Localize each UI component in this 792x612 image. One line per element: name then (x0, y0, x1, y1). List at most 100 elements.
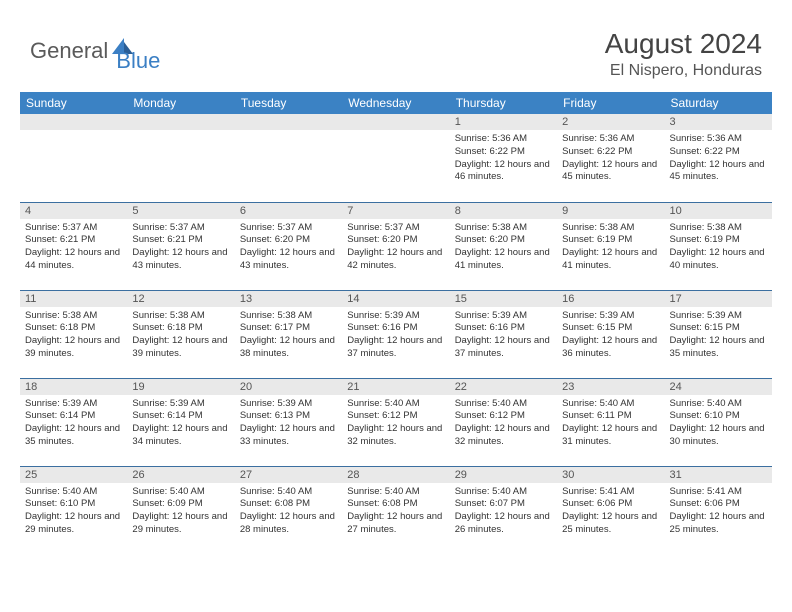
sunset-text: Sunset: 6:20 PM (240, 234, 337, 247)
sunrise-text: Sunrise: 5:40 AM (347, 486, 444, 499)
sunset-text: Sunset: 6:19 PM (670, 234, 767, 247)
sunset-text: Sunset: 6:13 PM (240, 410, 337, 423)
day-cell: 28Sunrise: 5:40 AMSunset: 6:08 PMDayligh… (342, 466, 449, 554)
sunrise-text: Sunrise: 5:39 AM (562, 310, 659, 323)
day-body: Sunrise: 5:40 AMSunset: 6:12 PMDaylight:… (342, 395, 449, 453)
day-cell: 27Sunrise: 5:40 AMSunset: 6:08 PMDayligh… (235, 466, 342, 554)
daylight-text: Daylight: 12 hours and 33 minutes. (240, 423, 337, 449)
sunset-text: Sunset: 6:06 PM (670, 498, 767, 511)
week-row: 1Sunrise: 5:36 AMSunset: 6:22 PMDaylight… (20, 114, 772, 202)
day-number: 5 (127, 203, 234, 219)
daylight-text: Daylight: 12 hours and 43 minutes. (240, 247, 337, 273)
brand-logo: General Blue (30, 28, 160, 74)
day-cell: 29Sunrise: 5:40 AMSunset: 6:07 PMDayligh… (450, 466, 557, 554)
day-cell: 10Sunrise: 5:38 AMSunset: 6:19 PMDayligh… (665, 202, 772, 290)
day-cell: 18Sunrise: 5:39 AMSunset: 6:14 PMDayligh… (20, 378, 127, 466)
daylight-text: Daylight: 12 hours and 35 minutes. (25, 423, 122, 449)
day-cell: 5Sunrise: 5:37 AMSunset: 6:21 PMDaylight… (127, 202, 234, 290)
weekday-header: Friday (557, 92, 664, 114)
day-body: Sunrise: 5:40 AMSunset: 6:11 PMDaylight:… (557, 395, 664, 453)
sunset-text: Sunset: 6:21 PM (25, 234, 122, 247)
daylight-text: Daylight: 12 hours and 46 minutes. (455, 159, 552, 185)
sunrise-text: Sunrise: 5:38 AM (455, 222, 552, 235)
day-number: 3 (665, 114, 772, 130)
day-body: Sunrise: 5:38 AMSunset: 6:19 PMDaylight:… (665, 219, 772, 277)
day-body: Sunrise: 5:38 AMSunset: 6:19 PMDaylight:… (557, 219, 664, 277)
day-number: 25 (20, 467, 127, 483)
sunset-text: Sunset: 6:14 PM (25, 410, 122, 423)
daylight-text: Daylight: 12 hours and 26 minutes. (455, 511, 552, 537)
sunrise-text: Sunrise: 5:39 AM (240, 398, 337, 411)
sunrise-text: Sunrise: 5:36 AM (670, 133, 767, 146)
sunset-text: Sunset: 6:10 PM (670, 410, 767, 423)
title-block: August 2024 El Nispero, Honduras (605, 28, 762, 80)
sunset-text: Sunset: 6:18 PM (25, 322, 122, 335)
day-cell: 2Sunrise: 5:36 AMSunset: 6:22 PMDaylight… (557, 114, 664, 202)
sunset-text: Sunset: 6:12 PM (347, 410, 444, 423)
sunrise-text: Sunrise: 5:36 AM (562, 133, 659, 146)
day-cell (342, 114, 449, 202)
day-cell: 17Sunrise: 5:39 AMSunset: 6:15 PMDayligh… (665, 290, 772, 378)
daylight-text: Daylight: 12 hours and 43 minutes. (132, 247, 229, 273)
sunset-text: Sunset: 6:22 PM (670, 146, 767, 159)
sunrise-text: Sunrise: 5:39 AM (670, 310, 767, 323)
day-number: 29 (450, 467, 557, 483)
sunset-text: Sunset: 6:08 PM (240, 498, 337, 511)
day-cell: 31Sunrise: 5:41 AMSunset: 6:06 PMDayligh… (665, 466, 772, 554)
day-number: 11 (20, 291, 127, 307)
daylight-text: Daylight: 12 hours and 29 minutes. (25, 511, 122, 537)
day-cell: 11Sunrise: 5:38 AMSunset: 6:18 PMDayligh… (20, 290, 127, 378)
sunrise-text: Sunrise: 5:40 AM (25, 486, 122, 499)
day-body: Sunrise: 5:37 AMSunset: 6:21 PMDaylight:… (127, 219, 234, 277)
day-cell: 15Sunrise: 5:39 AMSunset: 6:16 PMDayligh… (450, 290, 557, 378)
day-body: Sunrise: 5:37 AMSunset: 6:20 PMDaylight:… (342, 219, 449, 277)
daylight-text: Daylight: 12 hours and 28 minutes. (240, 511, 337, 537)
daylight-text: Daylight: 12 hours and 30 minutes. (670, 423, 767, 449)
day-body: Sunrise: 5:39 AMSunset: 6:15 PMDaylight:… (665, 307, 772, 365)
weekday-header-row: Sunday Monday Tuesday Wednesday Thursday… (20, 92, 772, 114)
sunrise-text: Sunrise: 5:40 AM (455, 398, 552, 411)
daylight-text: Daylight: 12 hours and 38 minutes. (240, 335, 337, 361)
day-number: 19 (127, 379, 234, 395)
day-cell: 25Sunrise: 5:40 AMSunset: 6:10 PMDayligh… (20, 466, 127, 554)
sunrise-text: Sunrise: 5:37 AM (25, 222, 122, 235)
sunrise-text: Sunrise: 5:40 AM (132, 486, 229, 499)
weekday-header: Thursday (450, 92, 557, 114)
day-number: 13 (235, 291, 342, 307)
day-body: Sunrise: 5:38 AMSunset: 6:17 PMDaylight:… (235, 307, 342, 365)
day-number: 22 (450, 379, 557, 395)
day-cell: 16Sunrise: 5:39 AMSunset: 6:15 PMDayligh… (557, 290, 664, 378)
day-body: Sunrise: 5:37 AMSunset: 6:20 PMDaylight:… (235, 219, 342, 277)
day-number: 1 (450, 114, 557, 130)
sunrise-text: Sunrise: 5:38 AM (670, 222, 767, 235)
sunrise-text: Sunrise: 5:36 AM (455, 133, 552, 146)
day-body: Sunrise: 5:39 AMSunset: 6:15 PMDaylight:… (557, 307, 664, 365)
daylight-text: Daylight: 12 hours and 42 minutes. (347, 247, 444, 273)
day-cell: 30Sunrise: 5:41 AMSunset: 6:06 PMDayligh… (557, 466, 664, 554)
day-body: Sunrise: 5:38 AMSunset: 6:20 PMDaylight:… (450, 219, 557, 277)
sunrise-text: Sunrise: 5:38 AM (240, 310, 337, 323)
day-number: 16 (557, 291, 664, 307)
day-body: Sunrise: 5:40 AMSunset: 6:08 PMDaylight:… (342, 483, 449, 541)
day-cell: 3Sunrise: 5:36 AMSunset: 6:22 PMDaylight… (665, 114, 772, 202)
sunrise-text: Sunrise: 5:40 AM (455, 486, 552, 499)
sunrise-text: Sunrise: 5:38 AM (562, 222, 659, 235)
day-number: 18 (20, 379, 127, 395)
day-cell: 9Sunrise: 5:38 AMSunset: 6:19 PMDaylight… (557, 202, 664, 290)
day-number: 31 (665, 467, 772, 483)
sunrise-text: Sunrise: 5:37 AM (132, 222, 229, 235)
day-number: 15 (450, 291, 557, 307)
daylight-text: Daylight: 12 hours and 32 minutes. (347, 423, 444, 449)
day-number: 30 (557, 467, 664, 483)
week-row: 4Sunrise: 5:37 AMSunset: 6:21 PMDaylight… (20, 202, 772, 290)
sunrise-text: Sunrise: 5:37 AM (240, 222, 337, 235)
daylight-text: Daylight: 12 hours and 31 minutes. (562, 423, 659, 449)
sunset-text: Sunset: 6:11 PM (562, 410, 659, 423)
sunrise-text: Sunrise: 5:39 AM (132, 398, 229, 411)
day-body: Sunrise: 5:40 AMSunset: 6:10 PMDaylight:… (20, 483, 127, 541)
day-number-empty (20, 114, 127, 130)
day-number: 7 (342, 203, 449, 219)
day-number: 23 (557, 379, 664, 395)
day-cell: 14Sunrise: 5:39 AMSunset: 6:16 PMDayligh… (342, 290, 449, 378)
day-number-empty (235, 114, 342, 130)
